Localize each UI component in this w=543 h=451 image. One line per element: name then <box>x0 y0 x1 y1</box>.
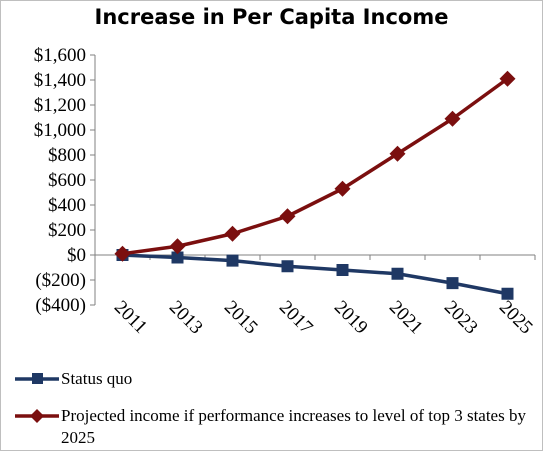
x-tick-label: 2025 <box>495 297 537 339</box>
y-tick-label: $200 <box>48 220 86 241</box>
y-tick-label: ($400) <box>35 295 86 316</box>
x-tick-label: 2019 <box>330 297 372 339</box>
data-point-square <box>446 277 459 290</box>
series-layer <box>114 70 516 300</box>
data-point-square <box>501 287 514 300</box>
series-line-0 <box>122 253 508 296</box>
series-line-1 <box>122 77 509 256</box>
y-tick-label: $800 <box>48 145 86 166</box>
data-point-square <box>336 264 349 276</box>
x-tick-label: 2015 <box>220 297 262 339</box>
data-point-diamond <box>279 208 296 225</box>
y-tick-label: $400 <box>48 195 86 216</box>
legend-swatch-status-quo <box>15 373 59 384</box>
x-tick-label: 2021 <box>385 297 427 339</box>
legend-label-projected-income: Projected income if performance increase… <box>61 406 526 447</box>
y-tick-label: $600 <box>48 170 86 191</box>
data-point-square <box>171 251 184 264</box>
x-tick-label: 2011 <box>110 297 151 338</box>
y-tick-label: $1,600 <box>34 45 86 66</box>
y-tick-label: $1,200 <box>34 95 86 116</box>
axes: ($400) ($200) $0 $200 $400 $600 $800 $1,000 $1,2… <box>34 45 537 338</box>
data-point-square <box>391 267 404 280</box>
x-tick-label: 2013 <box>165 297 207 339</box>
legend-swatch-projected-income <box>15 409 59 423</box>
y-tick-label: $0 <box>67 245 86 266</box>
y-tick-label: $1,000 <box>34 120 86 141</box>
data-point-diamond <box>389 145 406 162</box>
y-tick-label: ($200) <box>35 270 86 291</box>
data-point-diamond <box>444 110 461 127</box>
legend-label-status-quo: Status quo <box>61 369 133 388</box>
data-point-diamond <box>334 180 351 197</box>
x-tick-label: 2023 <box>440 297 482 339</box>
data-point-square <box>281 260 294 273</box>
x-tick-label: 2017 <box>275 297 317 339</box>
data-point-diamond <box>224 225 241 242</box>
data-point-diamond <box>169 238 186 255</box>
data-point-diamond <box>499 70 516 87</box>
data-point-diamond <box>114 245 131 262</box>
chart-title: Increase in Per Capita Income <box>94 5 449 29</box>
data-point-square <box>226 254 239 267</box>
y-tick-label: $1,400 <box>34 70 86 91</box>
